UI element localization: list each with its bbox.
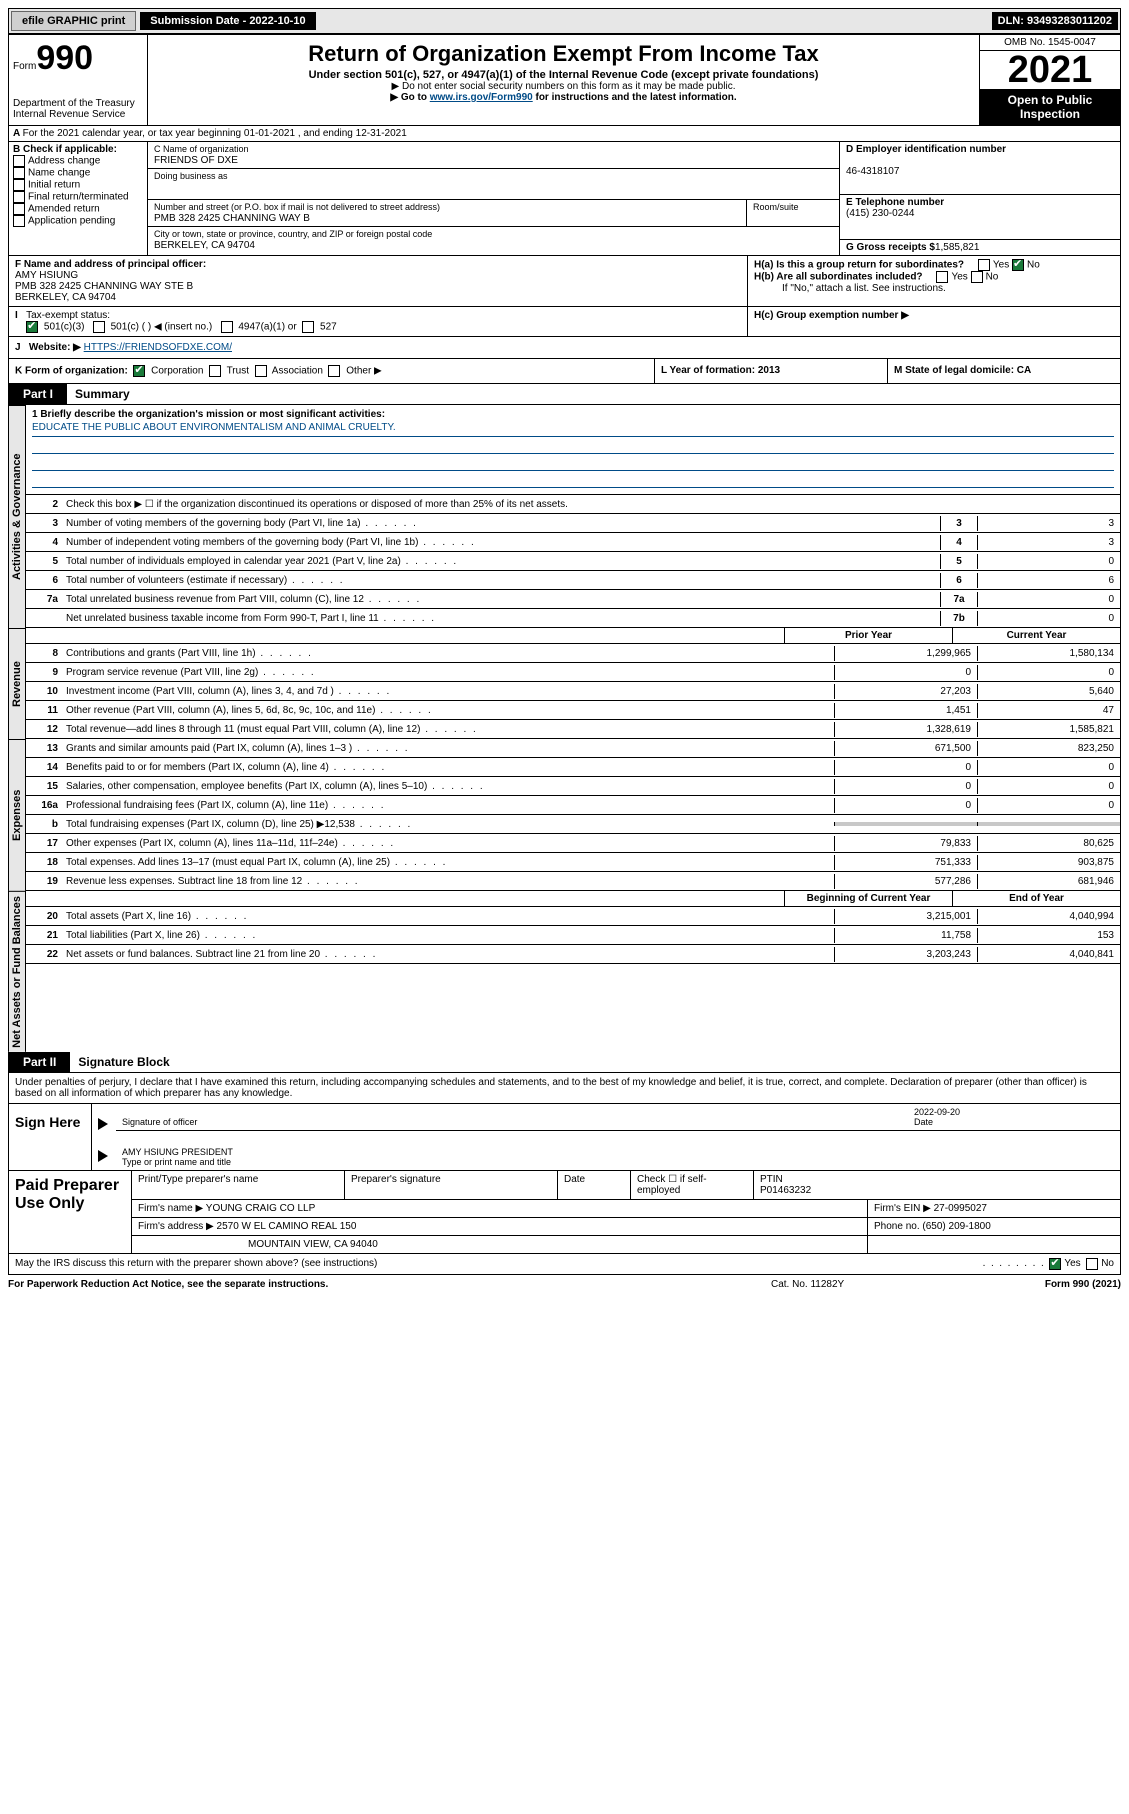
summary-line: 9Program service revenue (Part VIII, lin… bbox=[26, 663, 1120, 682]
phone-cell: E Telephone number (415) 230-0244 bbox=[840, 195, 1120, 240]
firm-addr1: 2570 W EL CAMINO REAL 150 bbox=[217, 1221, 357, 1232]
expenses-tab: Expenses bbox=[8, 739, 26, 891]
summary-line: 18Total expenses. Add lines 13–17 (must … bbox=[26, 853, 1120, 872]
form-org-row: K Form of organization: Corporation Trus… bbox=[8, 359, 1121, 384]
subtitle-1: Under section 501(c), 527, or 4947(a)(1)… bbox=[152, 69, 975, 81]
501c3-checkbox[interactable] bbox=[26, 321, 38, 333]
dba-cell: Doing business as bbox=[148, 169, 839, 200]
check-if-applicable: B Check if applicable: Address change Na… bbox=[9, 142, 148, 255]
form-title: Return of Organization Exempt From Incom… bbox=[152, 41, 975, 67]
org-name-cell: C Name of organization FRIENDS OF DXE bbox=[148, 142, 839, 169]
summary-line: 6Total number of volunteers (estimate if… bbox=[26, 571, 1120, 590]
revenue-section: Revenue Prior Year Current Year 8Contrib… bbox=[8, 628, 1121, 739]
expenses-section: Expenses 13Grants and similar amounts pa… bbox=[8, 739, 1121, 891]
principal-officer: F Name and address of principal officer:… bbox=[9, 256, 748, 306]
room-cell: Room/suite bbox=[747, 200, 839, 226]
firm-ein: 27-0995027 bbox=[934, 1203, 987, 1214]
gross-receipts-cell: G Gross receipts $1,585,821 bbox=[840, 240, 1120, 255]
subtitle-3: ▶ Go to www.irs.gov/Form990 for instruct… bbox=[152, 92, 975, 103]
may-discuss-row: May the IRS discuss this return with the… bbox=[9, 1253, 1120, 1274]
subtitle-2: ▶ Do not enter social security numbers o… bbox=[152, 81, 975, 92]
department-label: Department of the Treasury Internal Reve… bbox=[13, 98, 143, 120]
net-assets-tab: Net Assets or Fund Balances bbox=[8, 891, 26, 1052]
summary-line: 8Contributions and grants (Part VIII, li… bbox=[26, 644, 1120, 663]
summary-line: 22Net assets or fund balances. Subtract … bbox=[26, 945, 1120, 964]
dln-label: DLN: 93493283011202 bbox=[992, 12, 1118, 30]
net-assets-section: Net Assets or Fund Balances Beginning of… bbox=[8, 891, 1121, 1052]
summary-line: 11Other revenue (Part VIII, column (A), … bbox=[26, 701, 1120, 720]
tax-year: 2021 bbox=[980, 51, 1120, 89]
group-return: H(a) Is this a group return for subordin… bbox=[748, 256, 1120, 306]
website-link[interactable]: HTTPS://FRIENDSOFDXE.COM/ bbox=[84, 342, 232, 353]
top-bar: efile GRAPHIC print Submission Date - 20… bbox=[8, 8, 1121, 34]
summary-line: 16aProfessional fundraising fees (Part I… bbox=[26, 796, 1120, 815]
website-row: J Website: ▶ HTTPS://FRIENDSOFDXE.COM/ bbox=[8, 337, 1121, 359]
summary-line: 14Benefits paid to or for members (Part … bbox=[26, 758, 1120, 777]
signature-section: Under penalties of perjury, I declare th… bbox=[8, 1073, 1121, 1275]
paid-preparer-section: Paid Preparer Use Only Print/Type prepar… bbox=[9, 1170, 1120, 1253]
corp-checkbox[interactable] bbox=[133, 365, 145, 377]
summary-line: 20Total assets (Part X, line 16)3,215,00… bbox=[26, 907, 1120, 926]
na-header-row: Beginning of Current Year End of Year bbox=[26, 891, 1120, 907]
summary-line: bTotal fundraising expenses (Part IX, co… bbox=[26, 815, 1120, 834]
sig-date: 2022-09-20 bbox=[914, 1107, 960, 1117]
line-2: 2 Check this box ▶ ☐ if the organization… bbox=[26, 495, 1120, 514]
firm-name: YOUNG CRAIG CO LLP bbox=[206, 1203, 315, 1214]
summary-line: Net unrelated business taxable income fr… bbox=[26, 609, 1120, 628]
part-2-header: Part II Signature Block bbox=[8, 1052, 1121, 1073]
form-header: Form990 Department of the Treasury Inter… bbox=[8, 34, 1121, 126]
sig-officer-label: Signature of officer bbox=[122, 1117, 197, 1127]
form-number: 990 bbox=[36, 39, 93, 77]
summary-line: 7aTotal unrelated business revenue from … bbox=[26, 590, 1120, 609]
summary-line: 13Grants and similar amounts paid (Part … bbox=[26, 739, 1120, 758]
sign-here-label: Sign Here bbox=[9, 1104, 92, 1170]
may-no-checkbox[interactable] bbox=[1086, 1258, 1098, 1270]
paid-preparer-label: Paid Preparer Use Only bbox=[9, 1171, 132, 1253]
mission-block: 1 Briefly describe the organization's mi… bbox=[26, 405, 1120, 495]
summary-line: 21Total liabilities (Part X, line 26)11,… bbox=[26, 926, 1120, 945]
tax-exempt-row: I Tax-exempt status: 501(c)(3) 501(c) ( … bbox=[8, 307, 1121, 337]
part-1-header: Part I Summary bbox=[8, 384, 1121, 405]
officer-name: AMY HSIUNG PRESIDENT bbox=[122, 1147, 233, 1157]
firm-phone: (650) 209-1800 bbox=[922, 1221, 990, 1232]
city-cell: City or town, state or province, country… bbox=[148, 227, 839, 253]
summary-line: 19Revenue less expenses. Subtract line 1… bbox=[26, 872, 1120, 891]
submission-date: Submission Date - 2022-10-10 bbox=[140, 12, 315, 30]
street-cell: Number and street (or P.O. box if mail i… bbox=[148, 200, 747, 226]
revenue-tab: Revenue bbox=[8, 628, 26, 739]
ein-cell: D Employer identification number 46-4318… bbox=[840, 142, 1120, 195]
goto-pre: ▶ Go to bbox=[390, 92, 429, 103]
open-to-public: Open to Public Inspection bbox=[980, 89, 1120, 125]
entity-info-block: B Check if applicable: Address change Na… bbox=[8, 142, 1121, 256]
page-footer: For Paperwork Reduction Act Notice, see … bbox=[8, 1275, 1121, 1294]
efile-button[interactable]: efile GRAPHIC print bbox=[11, 11, 136, 31]
summary-line: 15Salaries, other compensation, employee… bbox=[26, 777, 1120, 796]
form-label: Form bbox=[13, 61, 36, 72]
summary-line: 12Total revenue—add lines 8 through 11 (… bbox=[26, 720, 1120, 739]
arrow-icon bbox=[98, 1150, 108, 1162]
perjury-declaration: Under penalties of perjury, I declare th… bbox=[9, 1073, 1120, 1104]
arrow-icon bbox=[98, 1118, 108, 1130]
year-header-row: Prior Year Current Year bbox=[26, 628, 1120, 644]
goto-post: for instructions and the latest informat… bbox=[533, 92, 737, 103]
may-yes-checkbox[interactable] bbox=[1049, 1258, 1061, 1270]
governance-tab: Activities & Governance bbox=[8, 405, 26, 628]
irs-link[interactable]: www.irs.gov/Form990 bbox=[430, 92, 533, 103]
summary-line: 17Other expenses (Part IX, column (A), l… bbox=[26, 834, 1120, 853]
row-a-period: A For the 2021 calendar year, or tax yea… bbox=[8, 126, 1121, 142]
firm-addr2: MOUNTAIN VIEW, CA 94040 bbox=[132, 1236, 868, 1253]
summary-line: 10Investment income (Part VIII, column (… bbox=[26, 682, 1120, 701]
ptin-value: P01463232 bbox=[760, 1185, 811, 1196]
officer-group-row: F Name and address of principal officer:… bbox=[8, 256, 1121, 307]
summary-line: 4Number of independent voting members of… bbox=[26, 533, 1120, 552]
governance-section: Activities & Governance 1 Briefly descri… bbox=[8, 405, 1121, 628]
summary-line: 5Total number of individuals employed in… bbox=[26, 552, 1120, 571]
summary-line: 3Number of voting members of the governi… bbox=[26, 514, 1120, 533]
